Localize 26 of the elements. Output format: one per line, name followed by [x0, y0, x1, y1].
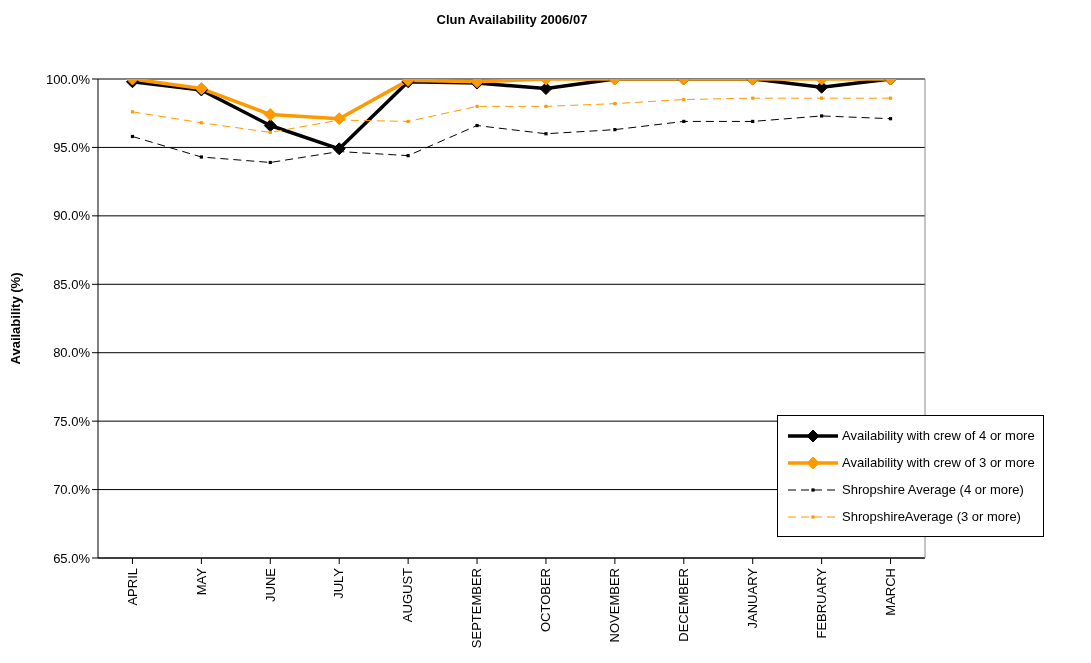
y-tick-label: 95.0%	[53, 140, 91, 156]
legend-label: ShropshireAverage (3 or more)	[842, 509, 1021, 524]
x-tick-label: APRIL	[124, 568, 140, 606]
x-tick-label: JANUARY	[744, 567, 760, 629]
x-tick-label: OCTOBER	[538, 568, 554, 633]
y-tick-label: 85.0%	[53, 276, 91, 292]
y-tick-label: 80.0%	[53, 345, 91, 361]
y-tick-label: 90.0%	[53, 208, 91, 224]
x-tick-label: NOVEMBER	[607, 568, 623, 643]
x-tick-label: SEPTEMBER	[469, 568, 485, 649]
x-tick-label: MAY	[193, 567, 209, 596]
chart-title: Clun Availability 2006/07	[435, 11, 589, 29]
x-tick-label: MARCH	[882, 568, 898, 616]
y-tick-label: 75.0%	[53, 413, 91, 429]
y-axis-title: Availability (%)	[7, 272, 23, 365]
x-tick-label: JUNE	[262, 567, 278, 602]
legend-label: Availability with crew of 4 or more	[842, 428, 1035, 443]
x-tick-label: AUGUST	[400, 567, 416, 623]
y-tick-label: 65.0%	[53, 550, 91, 566]
x-tick-label: JULY	[331, 567, 347, 599]
y-tick-label: 100.0%	[45, 71, 91, 87]
x-tick-label: FEBRUARY	[813, 567, 829, 639]
y-tick-label: 70.0%	[53, 482, 91, 498]
legend-label: Shropshire Average (4 or more)	[842, 482, 1024, 497]
x-tick-label: DECEMBER	[676, 568, 692, 642]
legend-label: Availability with crew of 3 or more	[842, 455, 1035, 470]
